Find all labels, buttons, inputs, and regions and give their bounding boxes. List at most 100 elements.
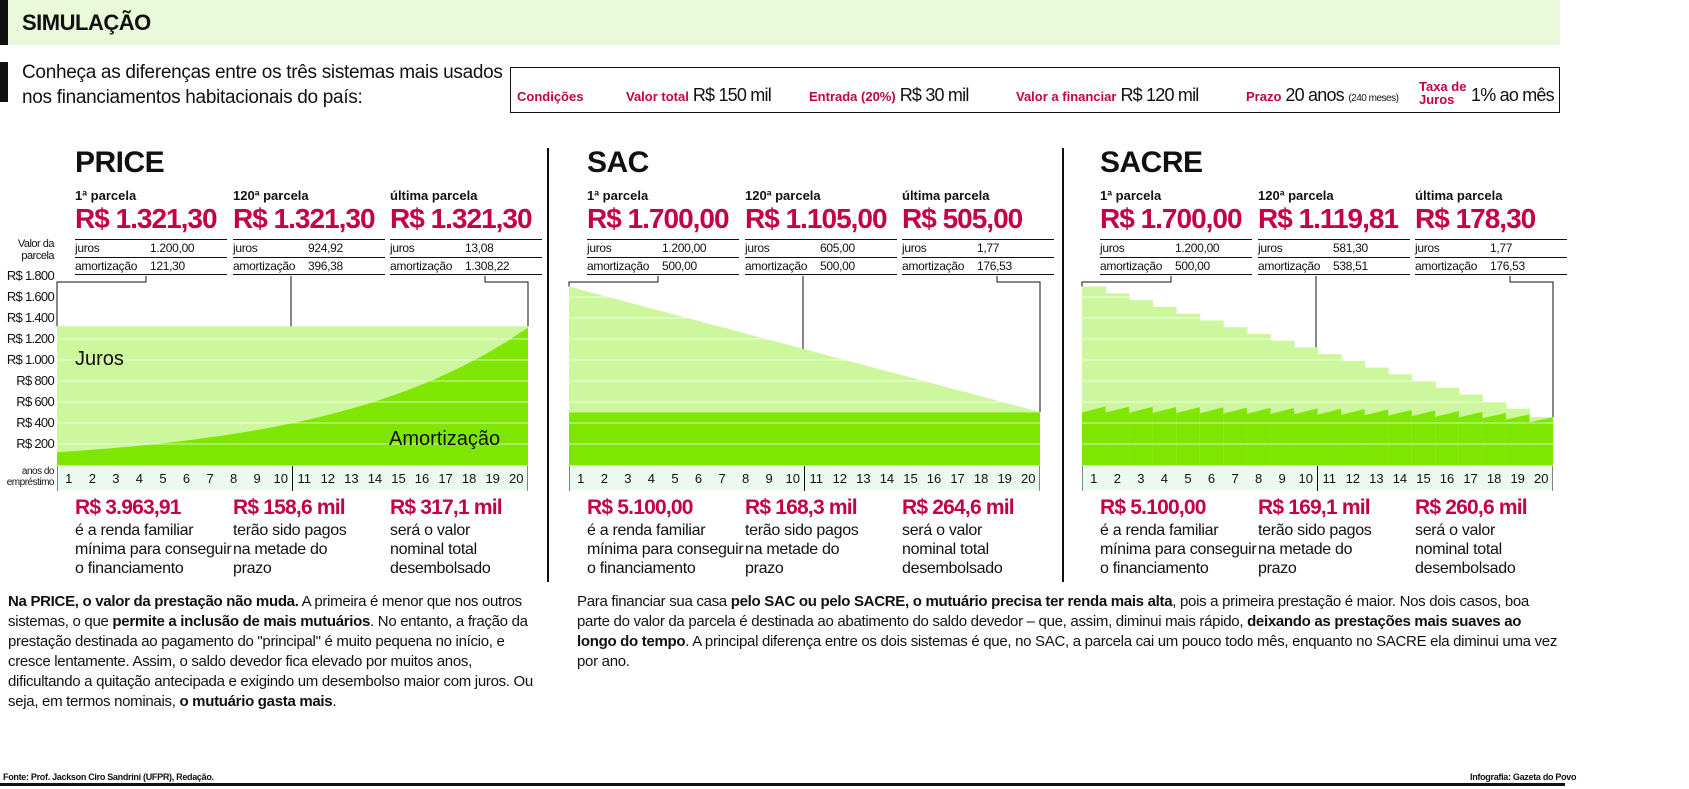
parcel-value: R$ 505,00 <box>902 203 1023 234</box>
year-label: 20 <box>1020 471 1036 486</box>
source-note: Fonte: Prof. Jackson Ciro Sandrini (UFPR… <box>3 772 214 782</box>
divider <box>1062 148 1064 582</box>
year-label: 19 <box>1510 471 1525 486</box>
amortization-step <box>1105 406 1130 465</box>
stat-text: terão sido pagos <box>1258 522 1372 539</box>
condition-total-value: Valor total R$ 150 mil <box>626 85 772 106</box>
amortization-step <box>1458 411 1483 465</box>
condition-rate: 1% ao mês <box>1471 85 1555 106</box>
credit-note: Infografia: Gazeta do Povo <box>1470 772 1577 782</box>
year-label: 2 <box>1113 471 1121 486</box>
stat-text: é a renda familiar <box>75 522 194 539</box>
amortization-step <box>1246 407 1271 465</box>
amortization-value: 396,38 <box>308 259 343 273</box>
amortization-step <box>1152 406 1177 465</box>
juros-value: 1.200,00 <box>662 241 707 255</box>
condition-financed: Valor a financiar R$ 120 mil <box>1016 85 1199 106</box>
parcel-juros-row: juros 1,77 <box>902 239 1054 257</box>
year-axis: 1 2 3 4 5 6 7 8 9 10 11 12 13 14 15 16 17 18 19 20 <box>569 465 1040 491</box>
stat-value: R$ 168,3 mil <box>745 496 858 519</box>
connector-last <box>996 276 1041 412</box>
amortization-step <box>1293 408 1318 465</box>
year-label: 17 <box>1463 471 1478 486</box>
juros-value: 605,00 <box>820 241 855 255</box>
connector-last <box>484 276 529 327</box>
year-label: 12 <box>320 471 336 486</box>
condition-label: Valor total <box>626 89 689 104</box>
juros-value: 1,77 <box>977 241 1000 255</box>
y-tick-label: R$ 1.200 <box>6 331 55 346</box>
amortization-step <box>1270 408 1294 465</box>
condition-label: Taxa de Juros <box>1419 79 1467 107</box>
year-label: 3 <box>1137 471 1145 486</box>
stat-text: prazo <box>1258 560 1297 577</box>
year-axis: 1 2 3 4 5 6 7 8 9 10 11 12 13 14 15 16 17 18 19 20 <box>1082 465 1553 491</box>
year-label: 5 <box>1184 471 1192 486</box>
year-label: 8 <box>1255 471 1263 486</box>
emphasis-text: deixando as prestações mais suaves ao lo… <box>577 613 1522 650</box>
amortization-value: 176,53 <box>1490 259 1525 273</box>
juros-area-label: Juros <box>75 348 124 370</box>
year-label: 2 <box>88 471 96 486</box>
year-label: 20 <box>1533 471 1549 486</box>
year-label: 16 <box>926 471 942 486</box>
parcel-amortization-row: amortização 500,00 <box>587 257 739 275</box>
parcel-amortization-row: amortização 500,00 <box>745 257 897 275</box>
chart-sacre <box>1081 275 1554 465</box>
year-label: 10 <box>785 471 800 486</box>
year-label: 14 <box>879 471 895 486</box>
year-label: 18 <box>1486 471 1502 486</box>
amortization-key: amortização <box>587 259 650 273</box>
parcel-amortization-row: amortização 121,30 <box>75 257 227 275</box>
intro-accent-bar <box>0 62 8 102</box>
year-label: 14 <box>1392 471 1408 486</box>
parcel-label: última parcela <box>1415 188 1503 203</box>
stat-text: desembolsado <box>902 560 1003 577</box>
plot-area <box>56 275 529 465</box>
year-label: 13 <box>344 471 359 486</box>
year-label: 15 <box>391 471 406 486</box>
parcel-juros-row: juros 1,77 <box>1415 239 1567 257</box>
amortization-value: 176,53 <box>977 259 1012 273</box>
amortization-step <box>1129 406 1153 465</box>
amortization-key: amortização <box>902 259 965 273</box>
amortization-key: amortização <box>75 259 138 273</box>
year-label: 8 <box>230 471 238 486</box>
parcel-value: R$ 178,30 <box>1415 203 1536 234</box>
year-label: 4 <box>647 471 656 486</box>
connector-first <box>1081 276 1172 287</box>
amortization-value: 500,00 <box>662 259 697 273</box>
year-label: 1 <box>577 471 585 486</box>
parcel-juros-row: juros 1.200,00 <box>75 239 227 257</box>
parcel-value: R$ 1.321,30 <box>233 203 376 234</box>
year-label: 1 <box>65 471 73 486</box>
stat-value: R$ 5.100,00 <box>587 496 693 519</box>
amortization-value: 121,30 <box>150 259 185 273</box>
juros-value: 924,92 <box>308 241 343 255</box>
year-label: 13 <box>1369 471 1384 486</box>
parcel-label: 120ª parcela <box>745 188 821 203</box>
intro-text: Conheça as diferenças entre os três sist… <box>22 62 503 108</box>
amortization-step <box>1505 414 1530 465</box>
amortization-step <box>1529 417 1553 465</box>
amortization-step <box>1341 409 1365 465</box>
year-label: 19 <box>485 471 500 486</box>
amortization-step <box>1176 407 1200 465</box>
year-axis: 1 2 3 4 5 6 7 8 9 10 11 12 13 14 15 16 17 18 19 20 <box>57 465 528 491</box>
year-label: 17 <box>438 471 453 486</box>
amortization-key: amortização <box>745 259 808 273</box>
stat-text: nominal total <box>390 541 477 558</box>
header-accent-bar <box>0 0 8 45</box>
stat-text: é a renda familiar <box>1100 522 1219 539</box>
y-tick-label: R$ 200 <box>16 436 54 451</box>
system-title: PRICE <box>75 146 165 179</box>
parcel-amortization-row: amortização 538,51 <box>1258 257 1410 275</box>
year-label: 6 <box>694 471 703 486</box>
amortization-step <box>1317 408 1342 465</box>
stat-text: o financiamento <box>75 560 184 577</box>
stat-value: R$ 169,1 mil <box>1258 496 1371 519</box>
amortization-step <box>1223 407 1247 465</box>
body-text: , pois a primeira prestação é maior. Nos… <box>577 593 1529 630</box>
connector-last <box>1509 276 1554 418</box>
parcel-juros-row: juros 13,08 <box>390 239 542 257</box>
